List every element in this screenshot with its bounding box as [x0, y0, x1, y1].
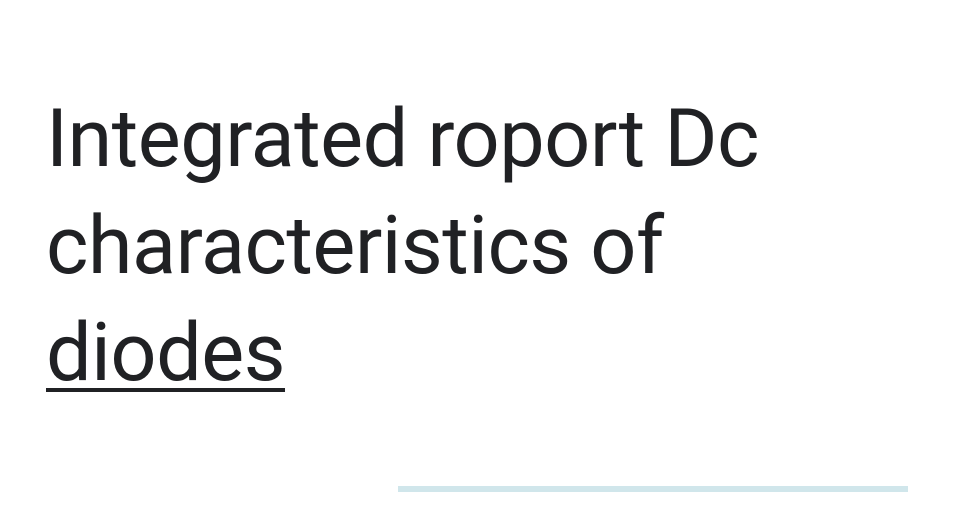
title-block: Integrated roport Dc characteristics of … — [46, 86, 908, 407]
title-line-2: characteristics of — [46, 198, 664, 293]
title-line-1: Integrated roport Dc — [46, 91, 759, 186]
title-container: Integrated roport Dc characteristics of … — [0, 0, 954, 407]
accent-underline — [398, 486, 908, 492]
title-line-3-underlined: diodes — [46, 305, 285, 400]
